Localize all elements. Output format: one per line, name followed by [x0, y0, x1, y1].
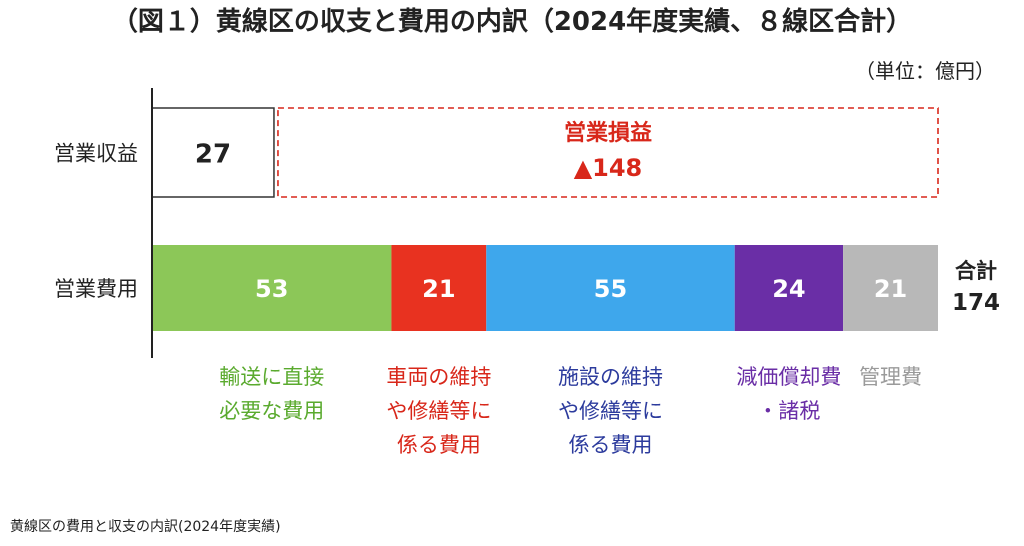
- expense-segment-value: 53: [255, 275, 288, 303]
- expense-segment-value: 21: [874, 275, 907, 303]
- expense-segment-bar: [734, 245, 844, 331]
- total-label: 合計: [955, 259, 997, 283]
- revenue-bar: [151, 107, 275, 198]
- total-value: 174: [952, 290, 1000, 316]
- expense-segment-name: 輸送に直接必要な費用: [219, 365, 324, 423]
- expense-segment-value: 21: [422, 275, 455, 303]
- expense-segment-name: 施設の維持や修繕等に係る費用: [558, 365, 663, 457]
- operating-loss-value: ▲148: [574, 154, 643, 182]
- operating-loss-box: [277, 107, 939, 198]
- expense-segment-bar: [391, 245, 487, 331]
- expense-segment-name: 管理費: [859, 365, 922, 389]
- expense-segment-bar: [843, 245, 938, 331]
- expense-segment-value: 55: [594, 275, 627, 303]
- category-label-revenue: 営業収益: [54, 142, 138, 166]
- revenue-value-label: 27: [195, 140, 231, 170]
- expense-segment-name: 車両の維持や修繕等に係る費用: [386, 365, 491, 457]
- expense-segment-name: 減価償却費・諸税: [736, 365, 841, 423]
- expense-segment-value: 24: [772, 275, 805, 303]
- category-label-expenses: 営業費用: [54, 277, 138, 301]
- chart-title: （図１）黄線区の収支と費用の内訳（2024年度実績、８線区合計）: [112, 6, 912, 37]
- caption: 黄線区の費用と収支の内訳(2024年度実績): [10, 519, 281, 535]
- expense-segment-bar: [152, 245, 392, 331]
- unit-label: （単位：億円）: [855, 59, 995, 83]
- operating-loss-label: 営業損益: [564, 120, 652, 146]
- expense-segment-bar: [486, 245, 735, 331]
